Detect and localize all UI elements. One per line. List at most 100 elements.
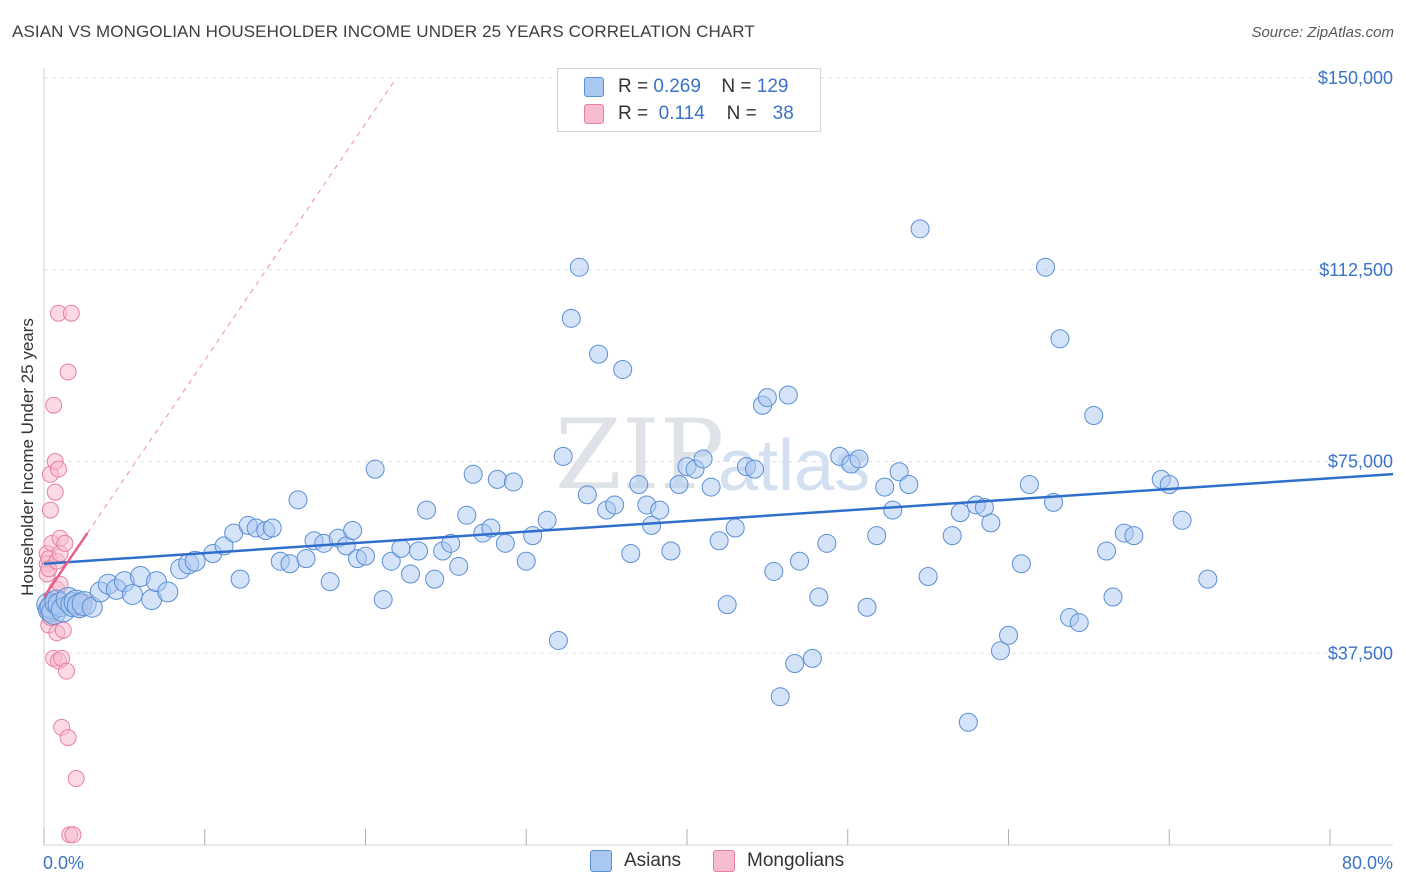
mongolian-point	[54, 621, 72, 639]
asian-point	[1069, 613, 1089, 633]
asian-point	[642, 515, 662, 535]
asian-point	[809, 587, 829, 607]
asian-point	[441, 533, 461, 553]
legend-row-mongolians: R = 0.114 N = 38	[584, 101, 794, 127]
correlation-legend: R = 0.269 N = 129 R = 0.114 N = 38	[557, 68, 821, 132]
source-label: Source: ZipAtlas.com	[1251, 24, 1394, 41]
mongolian-point	[67, 770, 85, 788]
asian-point	[356, 546, 375, 566]
legend-n-value: 129	[756, 76, 789, 97]
asian-point	[463, 464, 483, 484]
legend-item-asians: Asians	[590, 850, 681, 872]
asian-point	[343, 521, 363, 541]
mongolian-point	[46, 483, 64, 501]
asian-point	[425, 569, 445, 589]
legend-item-mongolians: Mongolians	[713, 850, 844, 872]
legend-n-label: N =	[721, 76, 752, 97]
asian-point	[457, 505, 477, 525]
asian-point	[184, 550, 206, 572]
asian-point	[409, 541, 429, 561]
asian-point	[764, 561, 784, 581]
mongolian-point	[62, 304, 80, 322]
asian-point	[280, 554, 300, 574]
mongolian-point	[45, 396, 63, 414]
asian-point	[1198, 569, 1218, 589]
asian-point	[857, 597, 877, 617]
asian-point	[1124, 526, 1144, 546]
x-tick-label-min: 0.0%	[43, 853, 84, 873]
asian-point	[725, 518, 745, 538]
asian-point	[1172, 510, 1192, 530]
asian-point	[1084, 405, 1104, 425]
asian-legend-swatch	[590, 850, 612, 872]
asian-point	[537, 510, 557, 530]
asian-point	[757, 388, 777, 408]
asian-point	[999, 625, 1018, 645]
asian-point	[449, 556, 469, 576]
mongolian-point	[59, 729, 77, 747]
legend-label-asians: Asians	[624, 850, 682, 871]
asian-point	[577, 485, 597, 505]
asian-point	[693, 449, 713, 469]
asian-point	[669, 475, 689, 495]
asian-point	[990, 641, 1010, 661]
asian-point	[883, 500, 903, 520]
y-tick-labels: $37,500 $75,000 $112,500 $150,000	[1318, 68, 1393, 663]
asian-point	[288, 490, 308, 510]
asian-point	[320, 572, 340, 592]
asian-point	[373, 590, 393, 610]
legend-r-label: R =	[618, 103, 649, 124]
asian-point	[867, 526, 887, 546]
asian-point	[981, 513, 1001, 533]
asian-point	[942, 526, 962, 546]
mongolian-trend-extrapolation	[86, 77, 397, 534]
asian-point	[495, 533, 515, 553]
asian-point	[523, 526, 543, 546]
asian-point	[548, 630, 568, 650]
mongolian-point	[58, 662, 76, 680]
asian-point	[745, 459, 765, 479]
asian-point	[717, 595, 737, 615]
y-tick-label: $112,500	[1319, 260, 1393, 280]
asian-point	[889, 462, 909, 482]
mongolian-point	[41, 501, 59, 519]
x-ticks	[43, 829, 1331, 845]
chart-title: ASIAN VS MONGOLIAN HOUSEHOLDER INCOME UN…	[12, 22, 755, 41]
asian-point	[1019, 475, 1039, 495]
asian-point	[629, 475, 649, 495]
asian-point	[958, 712, 978, 732]
asian-point	[262, 518, 282, 538]
asian-point	[417, 500, 437, 520]
asian-trend-line	[43, 472, 1394, 566]
asian-point	[157, 581, 179, 603]
asian-point	[899, 475, 919, 495]
asian-point	[785, 653, 805, 673]
mongolian-point	[64, 826, 82, 844]
asian-point	[569, 257, 589, 277]
legend-row-asians: R = 0.269 N = 129	[584, 74, 788, 100]
asian-point	[790, 551, 810, 571]
asian-point	[661, 541, 681, 561]
series-legend: Asians Mongolians	[0, 850, 1406, 880]
mongolian-point	[56, 534, 74, 552]
legend-label-mongolians: Mongolians	[747, 850, 845, 871]
asian-point	[770, 687, 790, 707]
asian-point	[778, 385, 798, 405]
mongolian-point	[49, 460, 67, 478]
mongolian-point	[59, 363, 77, 381]
mongolian-points	[38, 304, 93, 844]
y-tick-label: $75,000	[1328, 452, 1393, 472]
asian-swatch	[584, 77, 604, 97]
asian-point	[910, 219, 930, 239]
trend-lines	[42, 77, 1394, 598]
asian-point	[1011, 554, 1031, 574]
mongolian-trend-line	[42, 532, 89, 598]
asian-point	[516, 551, 536, 571]
asian-point	[621, 544, 641, 564]
x-tick-label-max: 80.0%	[1342, 853, 1393, 873]
asian-point	[950, 503, 970, 523]
asian-point	[1159, 475, 1179, 495]
asian-point	[296, 549, 316, 569]
legend-r-value: 0.269	[653, 76, 701, 97]
